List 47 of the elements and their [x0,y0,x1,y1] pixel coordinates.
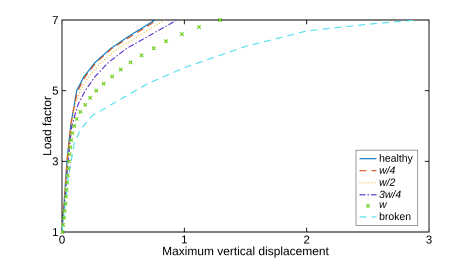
point [78,110,83,114]
point [68,144,73,150]
point [65,173,70,178]
point [70,130,75,136]
point [62,216,66,220]
point [74,116,79,122]
point [64,187,69,192]
x-axis-title: Maximum vertical displacement [163,246,329,258]
y-tick-label: 5 [52,86,58,95]
point [180,32,184,36]
point [139,53,144,58]
point [72,124,77,128]
legend-label: w [380,202,388,208]
legend-label: broken [380,212,410,220]
point [101,81,106,86]
point [64,194,68,199]
point [82,102,88,108]
x-tick-label: 2 [304,236,310,244]
point [66,159,72,164]
x-tick-label: 3 [426,236,432,244]
x-tick-label: 1 [182,236,187,244]
point [164,38,168,44]
point [63,201,68,206]
point [196,24,202,30]
y-tick-label: 3 [52,157,58,166]
point [151,46,156,51]
point [67,152,72,157]
point [60,230,65,234]
y-axis-title: Load factor [42,96,52,155]
point [218,18,222,22]
point [64,180,70,185]
point [94,88,99,93]
point [88,95,92,100]
x-tick-label: 0 [59,236,65,244]
point [68,138,74,142]
legend-label: 3w/4 [379,190,401,198]
y-tick-label: 7 [52,16,58,24]
point [110,74,114,79]
point [66,166,71,171]
point [128,60,133,65]
point [60,222,66,228]
point [118,67,124,72]
legend-label: healthy [380,154,413,164]
legend-label: w/4 [380,166,395,174]
legend-label: w/2 [380,178,396,186]
point [62,208,67,214]
y-tick-label: 1 [52,228,58,236]
